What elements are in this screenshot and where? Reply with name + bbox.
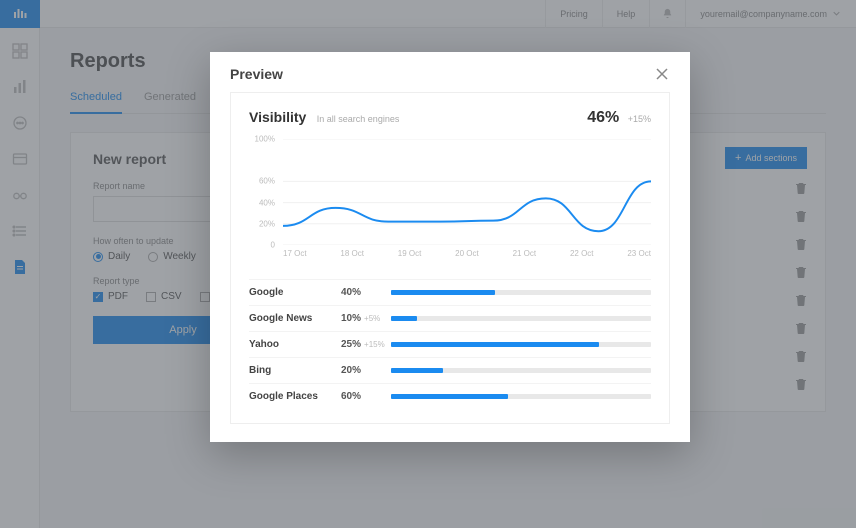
engine-value: 40%	[341, 287, 391, 298]
xtick-label: 20 Oct	[455, 249, 479, 269]
engine-value: 20%	[341, 365, 391, 376]
engine-row: Google News 10%+5%	[249, 305, 651, 331]
engine-value: 25%+15%	[341, 339, 391, 350]
ytick-label: 60%	[259, 177, 275, 186]
engine-name: Google	[249, 287, 341, 298]
engine-row: Bing 20%	[249, 357, 651, 383]
ytick-label: 100%	[255, 135, 275, 144]
preview-modal: Preview Visibility In all search engines…	[210, 52, 690, 442]
modal-title: Preview	[230, 66, 283, 82]
engine-name: Bing	[249, 365, 341, 376]
ytick-label: 0	[271, 241, 275, 250]
engine-value: 10%+5%	[341, 313, 391, 324]
engine-list: Google 40% Google News 10%+5% Yahoo 25%+…	[249, 279, 651, 409]
engine-bar	[391, 368, 651, 373]
engine-row: Yahoo 25%+15%	[249, 331, 651, 357]
xtick-label: 17 Oct	[283, 249, 307, 269]
visibility-delta: +15%	[628, 114, 651, 124]
engine-row: Google Places 60%	[249, 383, 651, 409]
xtick-label: 22 Oct	[570, 249, 594, 269]
close-icon[interactable]	[654, 66, 670, 82]
visibility-chart: 100%60%40%20%0 17 Oct18 Oct19 Oct20 Oct2…	[249, 139, 651, 269]
xtick-label: 19 Oct	[398, 249, 422, 269]
ytick-label: 20%	[259, 219, 275, 228]
visibility-subtitle: In all search engines	[317, 114, 400, 124]
engine-bar	[391, 342, 651, 347]
engine-bar	[391, 394, 651, 399]
engine-value: 60%	[341, 391, 391, 402]
engine-bar	[391, 316, 651, 321]
engine-bar	[391, 290, 651, 295]
xtick-label: 21 Oct	[513, 249, 537, 269]
xtick-label: 18 Oct	[340, 249, 364, 269]
engine-name: Google News	[249, 313, 341, 324]
visibility-card: Visibility In all search engines 46% +15…	[230, 92, 670, 424]
engine-row: Google 40%	[249, 279, 651, 305]
engine-name: Yahoo	[249, 339, 341, 350]
visibility-title: Visibility	[249, 109, 306, 125]
xtick-label: 23 Oct	[627, 249, 651, 269]
visibility-value: 46%	[587, 109, 619, 126]
ytick-label: 40%	[259, 198, 275, 207]
engine-name: Google Places	[249, 391, 341, 402]
